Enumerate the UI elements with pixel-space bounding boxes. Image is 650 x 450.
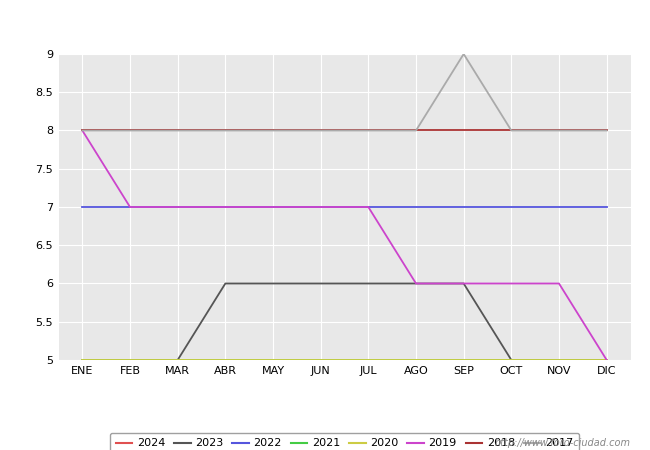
- Text: Afiliados en Iglesiarrubia a 31/5/2024: Afiliados en Iglesiarrubia a 31/5/2024: [170, 14, 480, 32]
- Text: http://www.foro-ciudad.com: http://www.foro-ciudad.com: [495, 438, 630, 448]
- Legend: 2024, 2023, 2022, 2021, 2020, 2019, 2018, 2017: 2024, 2023, 2022, 2021, 2020, 2019, 2018…: [111, 433, 578, 450]
